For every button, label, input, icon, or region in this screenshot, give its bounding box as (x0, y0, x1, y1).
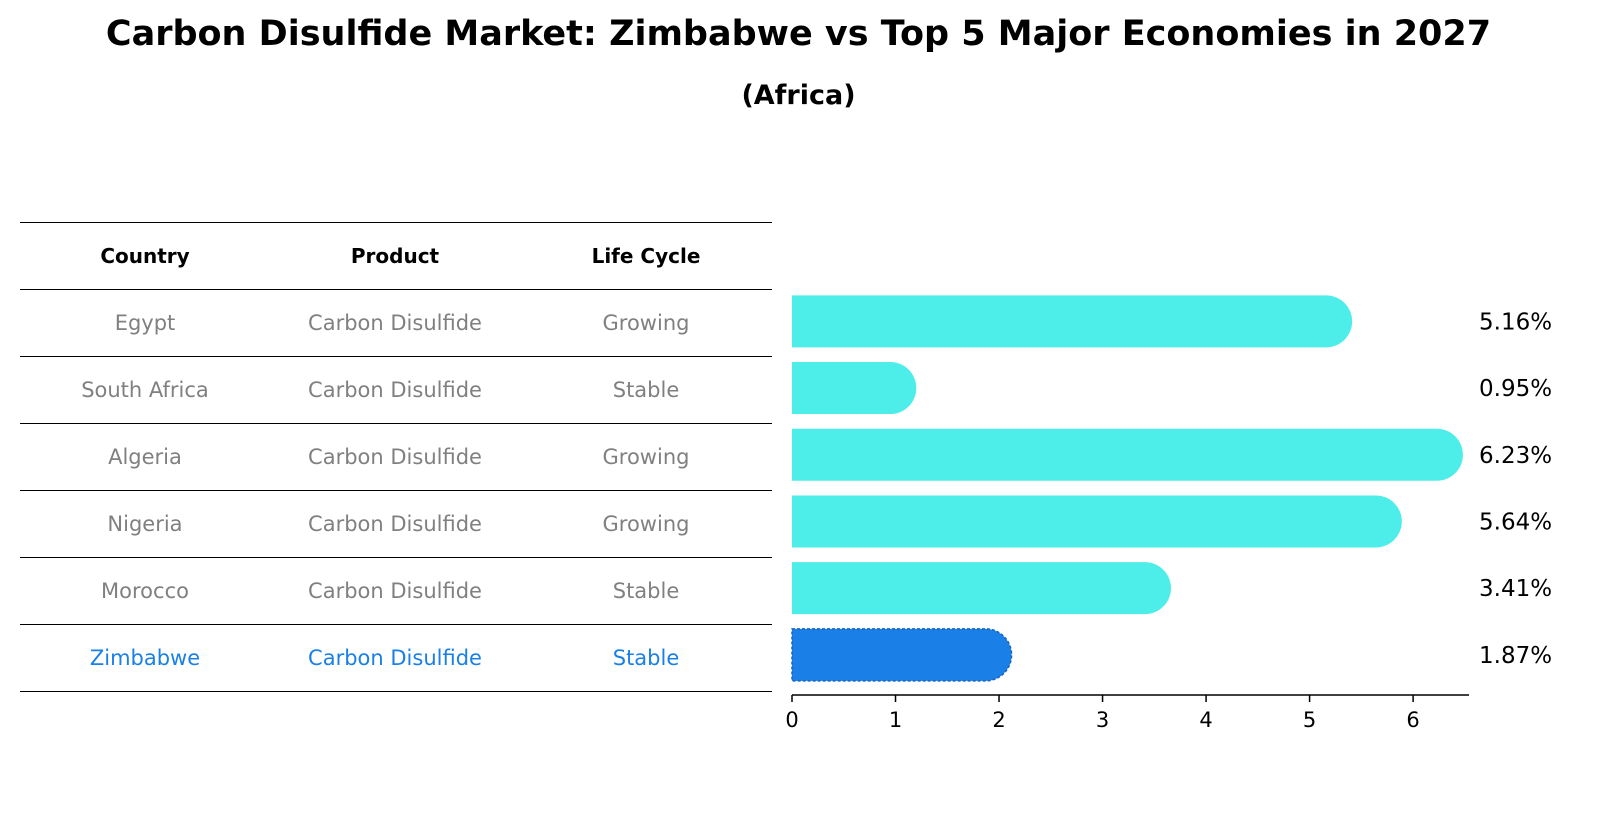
x-tick-label: 2 (992, 708, 1005, 732)
country-cell: South Africa (81, 378, 209, 402)
bar-morocco (792, 562, 1171, 615)
bar-egypt (792, 295, 1353, 348)
x-tick-label: 4 (1199, 708, 1212, 732)
table-row: South Africa Carbon Disulfide Stable (20, 356, 772, 423)
life-cycle-cell: Stable (612, 646, 680, 670)
header-life-cycle: Life Cycle (591, 244, 701, 268)
country-cell: Egypt (114, 311, 176, 335)
life-cycle-cell: Stable (612, 579, 680, 603)
product-cell: Carbon Disulfide (308, 311, 482, 335)
value-label: 0.95% (1479, 376, 1552, 402)
product-cell: Carbon Disulfide (308, 646, 482, 670)
chart-title: Carbon Disulfide Market: Zimbabwe vs Top… (105, 14, 1492, 54)
header-product: Product (350, 244, 440, 268)
table-row-highlight: Zimbabwe Carbon Disulfide Stable (20, 624, 772, 692)
value-label: 3.41% (1479, 576, 1552, 602)
chart-subtitle: (Africa) (741, 80, 856, 111)
product-cell: Carbon Disulfide (308, 579, 482, 603)
x-tick-label: 0 (785, 708, 798, 732)
life-cycle-cell: Growing (602, 445, 690, 469)
market-table: Country Product Life Cycle Egypt Carbon … (20, 222, 772, 692)
header-country: Country (100, 244, 190, 268)
country-cell: Algeria (108, 445, 182, 469)
value-label: 5.64% (1479, 509, 1552, 535)
product-cell: Carbon Disulfide (308, 378, 482, 402)
value-label: 1.87% (1479, 643, 1552, 669)
bar-nigeria (792, 495, 1402, 548)
product-cell: Carbon Disulfide (308, 512, 482, 536)
table-row: Nigeria Carbon Disulfide Growing (20, 490, 772, 557)
table-row: Egypt Carbon Disulfide Growing (20, 289, 772, 356)
x-tick-label: 6 (1406, 708, 1419, 732)
product-cell: Carbon Disulfide (308, 445, 482, 469)
bar-algeria (792, 428, 1463, 481)
life-cycle-cell: Growing (602, 512, 690, 536)
value-label: 5.16% (1479, 309, 1552, 335)
table-row: Algeria Carbon Disulfide Growing (20, 423, 772, 490)
country-cell: Morocco (101, 579, 189, 603)
bar-zimbabwe (791, 628, 1013, 682)
life-cycle-cell: Growing (602, 311, 690, 335)
x-tick-label: 3 (1096, 708, 1109, 732)
value-label: 6.23% (1479, 443, 1552, 469)
x-tick-label: 1 (889, 708, 902, 732)
country-cell: Zimbabwe (89, 646, 201, 670)
table-header: Country Product Life Cycle (20, 222, 772, 289)
x-tick-label: 5 (1303, 708, 1316, 732)
life-cycle-cell: Stable (612, 378, 680, 402)
country-cell: Nigeria (107, 512, 183, 536)
bar-south-africa (792, 362, 917, 415)
table-row: Morocco Carbon Disulfide Stable (20, 557, 772, 624)
